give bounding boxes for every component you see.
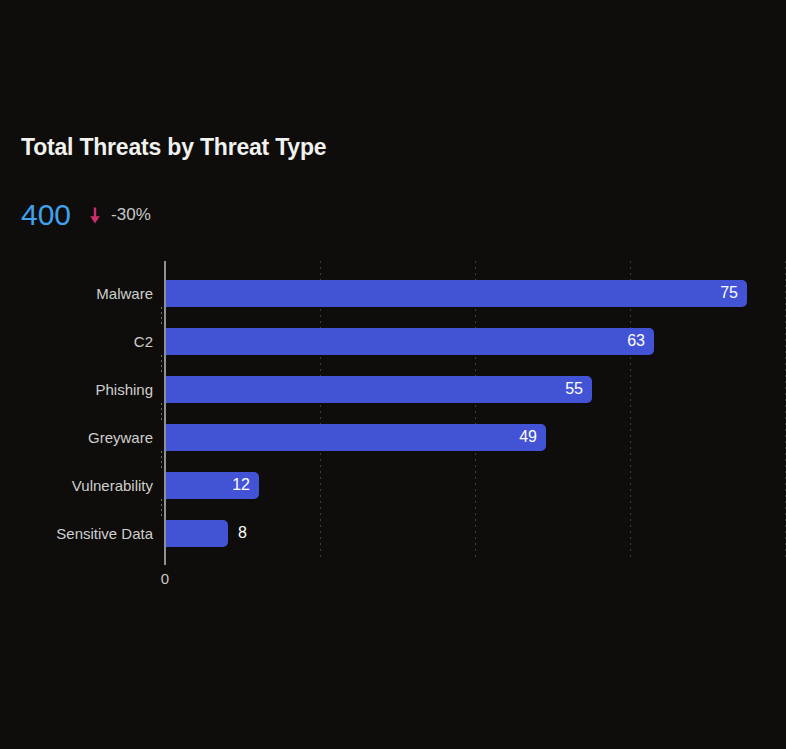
x-axis-zero-tick bbox=[164, 557, 166, 565]
category-label: Phishing bbox=[0, 381, 153, 398]
category-label: Malware bbox=[0, 285, 153, 302]
kpi-row: 400 -30% bbox=[21, 200, 151, 230]
bar-malware[interactable]: 75 bbox=[166, 280, 747, 307]
bar-value-label: 8 bbox=[238, 524, 247, 542]
bar-value-label: 55 bbox=[565, 380, 592, 398]
x-axis-zero-label: 0 bbox=[151, 570, 179, 587]
category-label: Sensitive Data bbox=[0, 525, 153, 542]
bar-chart: Malware 75 C2 63 Phishing 55 Greyware 49 Vulnera… bbox=[0, 261, 786, 557]
bar-value-label: 63 bbox=[627, 332, 654, 350]
arrow-down-icon bbox=[88, 206, 102, 225]
dashboard-card: Total Threats by Threat Type 400 -30% Ma… bbox=[0, 0, 786, 749]
chart-row: Phishing 55 bbox=[0, 365, 786, 413]
bar-c2[interactable]: 63 bbox=[166, 328, 654, 355]
chart-row: C2 63 bbox=[0, 317, 786, 365]
page-title: Total Threats by Threat Type bbox=[21, 134, 326, 161]
chart-row: Greyware 49 bbox=[0, 413, 786, 461]
bar-sensitive-data[interactable] bbox=[166, 520, 228, 547]
category-label: C2 bbox=[0, 333, 153, 350]
bar-value-label: 12 bbox=[232, 476, 259, 494]
kpi-change-percent: -30% bbox=[111, 205, 151, 225]
bar-rows: Malware 75 C2 63 Phishing 55 Greyware 49 Vulnera… bbox=[0, 269, 786, 557]
bar-vulnerability[interactable]: 12 bbox=[166, 472, 259, 499]
bar-phishing[interactable]: 55 bbox=[166, 376, 592, 403]
chart-row: Malware 75 bbox=[0, 269, 786, 317]
chart-row: Vulnerability 12 bbox=[0, 461, 786, 509]
bar-value-label: 75 bbox=[720, 284, 747, 302]
bar-greyware[interactable]: 49 bbox=[166, 424, 546, 451]
kpi-total-value: 400 bbox=[21, 200, 71, 230]
category-label: Vulnerability bbox=[0, 477, 153, 494]
bar-value-label: 49 bbox=[519, 428, 546, 446]
chart-row: Sensitive Data 8 bbox=[0, 509, 786, 557]
category-label: Greyware bbox=[0, 429, 153, 446]
